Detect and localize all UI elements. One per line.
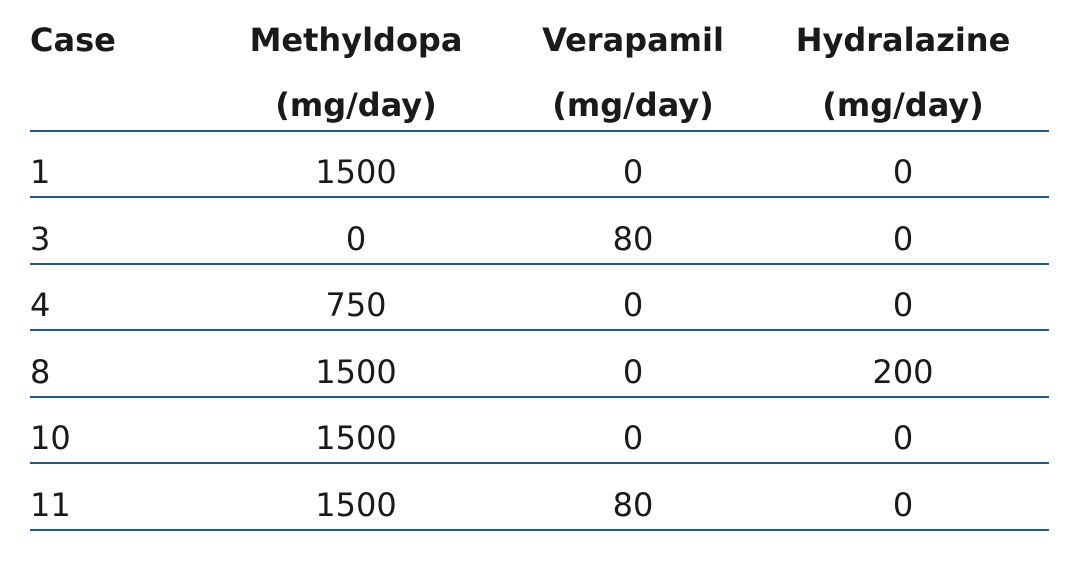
table-cell: 1500 xyxy=(315,153,397,191)
table-cell: 0 xyxy=(892,153,914,191)
row-rule xyxy=(30,196,1049,198)
column-unit: (mg/day) xyxy=(822,86,984,124)
table-cell: 80 xyxy=(612,486,654,524)
table-cell: 0 xyxy=(892,419,914,458)
column-header: Case xyxy=(30,21,116,59)
column-unit: (mg/day) xyxy=(552,86,714,124)
row-rule xyxy=(30,462,1049,465)
table-cell: 3 xyxy=(30,219,51,258)
table-cell: 1500 xyxy=(315,419,397,458)
column-unit: (mg/day) xyxy=(275,86,437,124)
table-cell: 80 xyxy=(612,219,654,258)
table-cell: 200 xyxy=(872,352,934,391)
table-cell: 10 xyxy=(30,419,71,458)
table-cell: 750 xyxy=(325,286,387,325)
table-cell: 0 xyxy=(622,419,644,458)
row-rule xyxy=(30,262,1049,265)
table-cell: 0 xyxy=(345,219,367,258)
column-header: Verapamil xyxy=(542,21,724,59)
table-cell: 0 xyxy=(622,286,644,325)
row-rule xyxy=(30,329,1049,332)
table-cell: 4 xyxy=(30,286,51,325)
table-cell: 8 xyxy=(30,352,51,391)
table-cell: 1 xyxy=(30,153,51,191)
table-cell: 0 xyxy=(892,286,914,325)
row-rule xyxy=(30,395,1049,398)
column-header: Hydralazine xyxy=(795,21,1011,59)
table-cell: 0 xyxy=(622,153,644,191)
row-rule xyxy=(30,529,1049,531)
table-cell: 1500 xyxy=(315,352,397,391)
column-header: Methyldopa xyxy=(249,21,463,59)
table-cell: 0 xyxy=(892,486,914,524)
row-rule xyxy=(30,130,1049,132)
table-cell: 0 xyxy=(892,219,914,258)
table-cell: 11 xyxy=(30,486,71,524)
table-cell: 0 xyxy=(622,352,644,391)
table-cell: 1500 xyxy=(315,486,397,524)
